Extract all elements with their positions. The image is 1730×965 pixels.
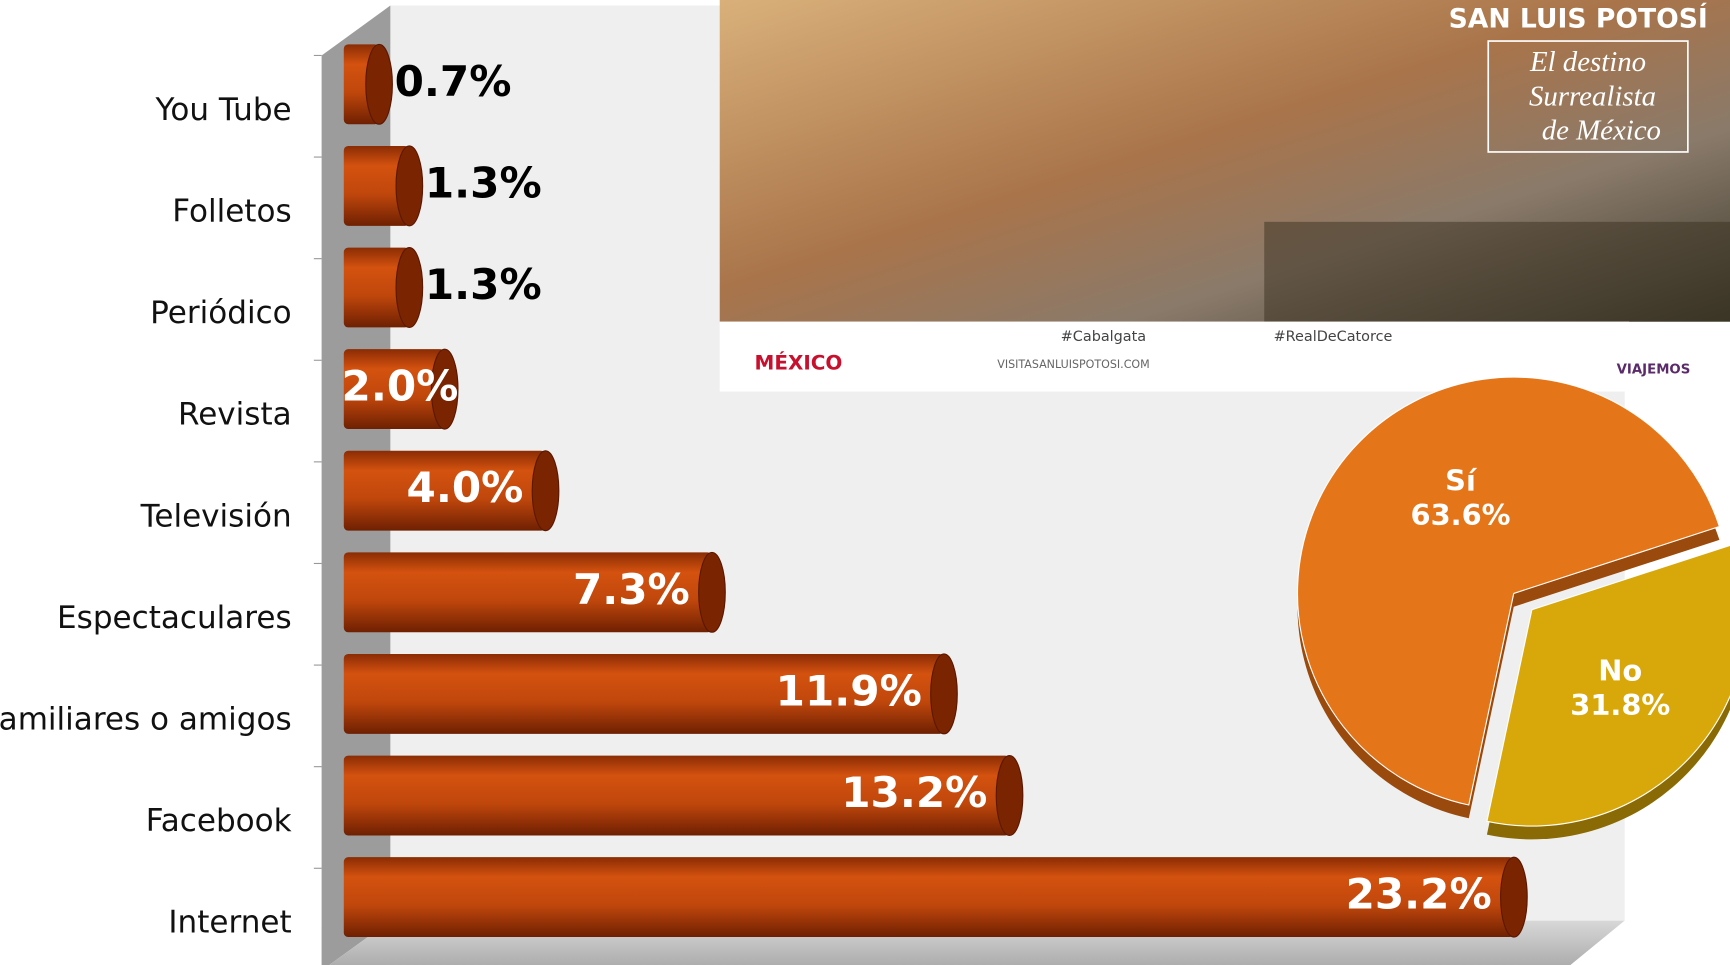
slice-value: 31.8% xyxy=(1570,688,1670,722)
category-label: Periódico xyxy=(150,295,291,331)
bar-body xyxy=(344,857,1514,937)
bar-cap xyxy=(1501,857,1528,937)
logo: MÉXICO xyxy=(755,350,843,374)
slogan: Surrealista xyxy=(1529,80,1656,112)
ad-photo: SAN LUIS POTOSÍ El destino Surrealista d… xyxy=(720,0,1730,392)
category-label: Facebook xyxy=(146,803,292,839)
hashtag: #Cabalgata xyxy=(1061,329,1146,345)
bar xyxy=(344,146,423,226)
axis-ticks xyxy=(314,55,322,965)
category-label: Internet xyxy=(168,905,291,941)
category-label: Folletos xyxy=(172,194,291,230)
bar-cap xyxy=(396,248,423,328)
page: SAN LUIS POTOSÍ El destino Surrealista d… xyxy=(0,0,1730,965)
slice-value: 63.6% xyxy=(1411,498,1511,532)
bar-cap xyxy=(396,146,423,226)
bar xyxy=(344,44,393,124)
slice-label: Sí xyxy=(1445,463,1478,497)
category-label: You Tube xyxy=(155,92,292,128)
category-label: Televisión xyxy=(140,498,292,534)
value-label: 7.3% xyxy=(573,565,690,614)
ad-title: SAN LUIS POTOSÍ xyxy=(1449,2,1708,34)
bar-cap xyxy=(931,654,958,734)
bar-cap xyxy=(699,552,726,632)
bar xyxy=(344,248,423,328)
value-label: 2.0% xyxy=(342,362,459,411)
slogan: de México xyxy=(1542,115,1661,147)
value-label: 13.2% xyxy=(841,768,987,817)
slice-label: No xyxy=(1598,654,1642,688)
value-label: 1.3% xyxy=(425,158,542,207)
hashtag: #RealDeCatorce xyxy=(1274,329,1393,345)
chart: SAN LUIS POTOSÍ El destino Surrealista d… xyxy=(0,0,1730,965)
value-label: 4.0% xyxy=(407,463,524,512)
value-label: 0.7% xyxy=(395,57,512,106)
bar-cap xyxy=(532,451,559,531)
category-label: Familiares o amigos xyxy=(0,702,292,738)
category-label: Revista xyxy=(178,397,292,433)
bar-cap xyxy=(366,44,393,124)
slogan: El destino xyxy=(1529,46,1646,78)
logo: VIAJEMOS xyxy=(1617,362,1691,377)
value-label: 11.9% xyxy=(776,666,922,715)
value-label: 1.3% xyxy=(425,260,542,309)
value-label: 23.2% xyxy=(1346,870,1492,919)
category-label: Espectaculares xyxy=(57,600,292,636)
photo-shade xyxy=(1264,222,1730,322)
bar-cap xyxy=(996,756,1023,836)
logo: VISITASANLUISPOTOSI.COM xyxy=(997,358,1149,371)
